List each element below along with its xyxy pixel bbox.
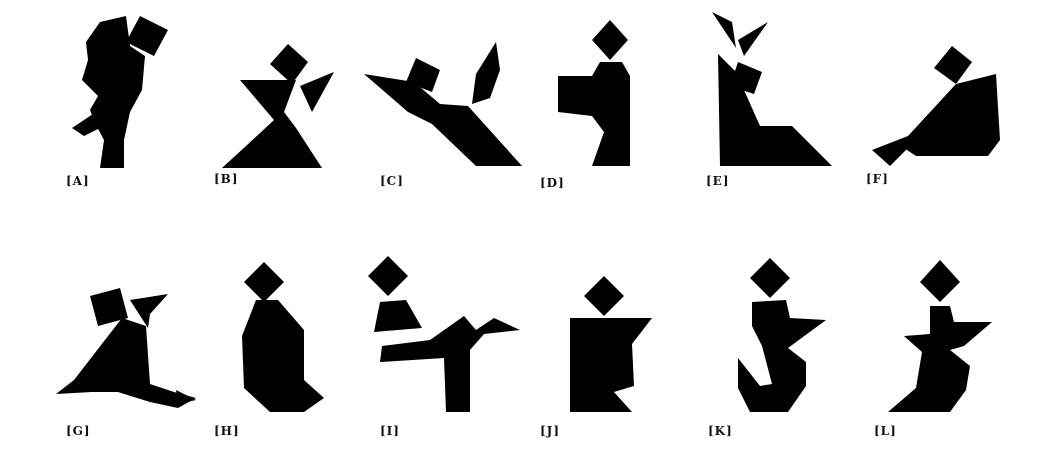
figure-label-i: [I] bbox=[380, 424, 400, 438]
tangram-figure-g bbox=[56, 288, 196, 408]
figure-label-j: [J] bbox=[540, 424, 561, 438]
figure-label-b: [B] bbox=[214, 172, 239, 186]
tangram-figure-l bbox=[888, 260, 992, 412]
tangram-figure-f bbox=[872, 46, 1000, 166]
tangram-figure-k bbox=[738, 258, 826, 412]
figure-label-a: [A] bbox=[66, 174, 90, 188]
tangram-figure-c bbox=[364, 42, 522, 166]
tangram-figure-d bbox=[558, 20, 630, 166]
figure-label-f: [F] bbox=[866, 172, 889, 186]
tangram-figure-i bbox=[368, 256, 520, 412]
figure-label-h: [H] bbox=[214, 424, 240, 438]
figure-label-l: [L] bbox=[874, 424, 897, 438]
tangram-figure-b bbox=[222, 44, 334, 168]
tangram-figure-a bbox=[72, 16, 168, 168]
figure-label-d: [D] bbox=[540, 176, 565, 190]
figure-label-e: [E] bbox=[706, 174, 730, 188]
tangram-figure-e bbox=[712, 12, 832, 166]
figure-label-g: [G] bbox=[66, 424, 91, 438]
figure-label-k: [K] bbox=[708, 424, 733, 438]
figure-label-c: [C] bbox=[380, 174, 404, 188]
tangram-figure-j bbox=[570, 276, 652, 412]
tangram-figure-h bbox=[242, 262, 324, 412]
